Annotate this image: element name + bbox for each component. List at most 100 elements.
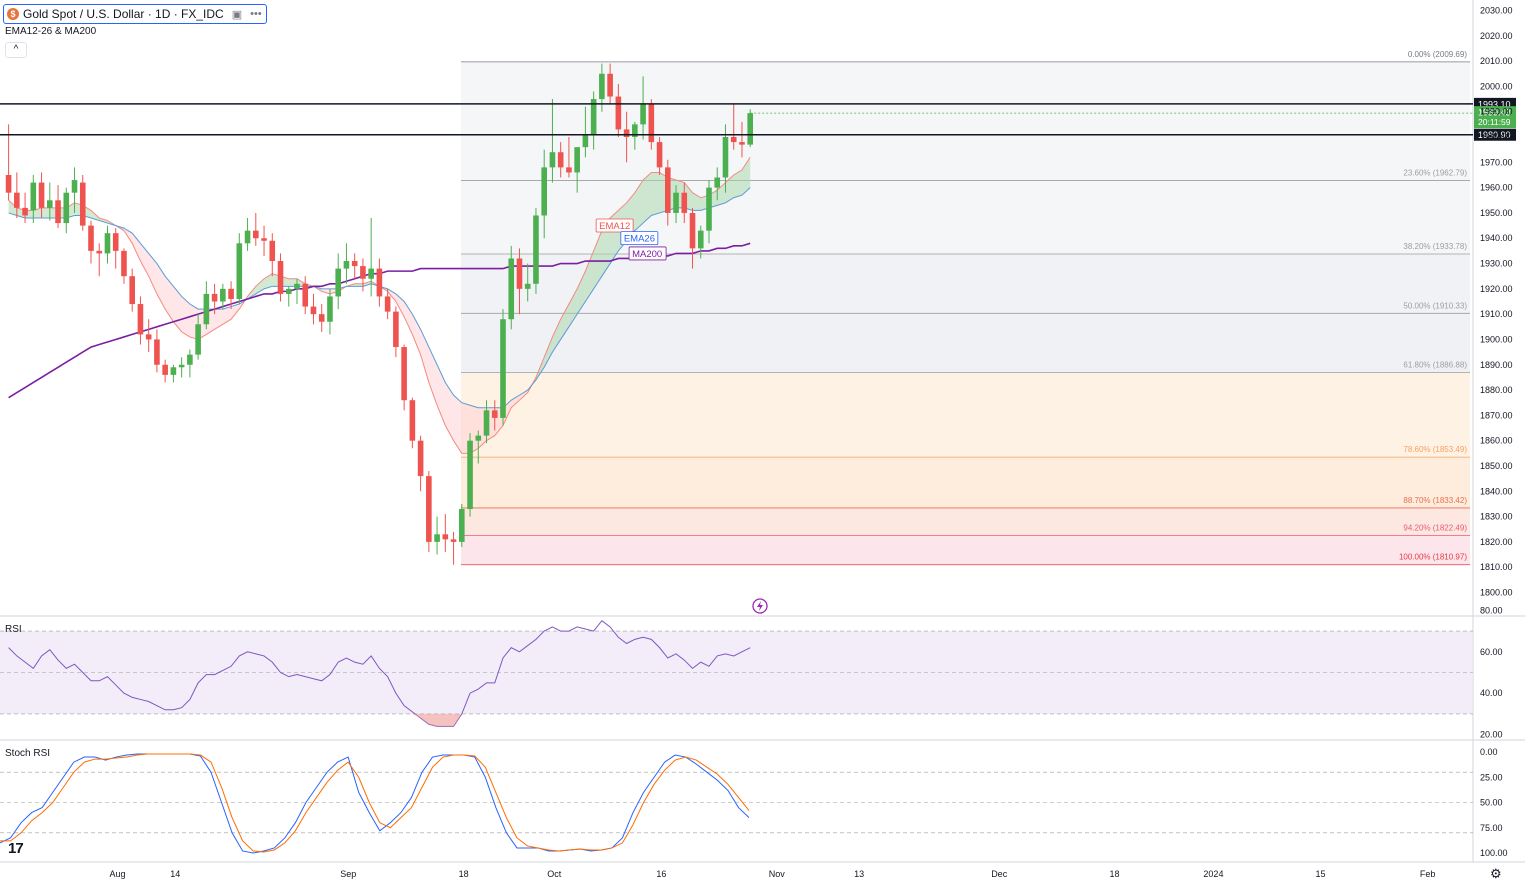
price-tick-label: 1860.00 (1480, 436, 1513, 446)
price-tick-label: 2030.00 (1480, 6, 1513, 16)
stoch-rsi-pane-title[interactable]: Stoch RSI (5, 748, 51, 759)
candle-up (327, 296, 333, 322)
candle-up (170, 367, 177, 375)
candle-up (434, 534, 440, 542)
horizontal-line-price-tag (1474, 128, 1516, 141)
candle-down (442, 534, 449, 540)
price-tick-label: 1910.00 (1480, 309, 1513, 319)
candle-down (409, 400, 416, 441)
ema-cloud-bear (222, 306, 232, 325)
price-tick-label: 1870.00 (1480, 410, 1513, 420)
candle-up (533, 215, 539, 284)
candle-down (269, 240, 276, 262)
ma-labels: EMA12 EMA26 MA200 (595, 218, 667, 261)
ma-label-box (620, 231, 659, 246)
candle-up (71, 180, 78, 193)
candle-up (104, 233, 111, 254)
ema-cloud-bear (412, 314, 421, 355)
ema-cloud-bear (428, 347, 438, 406)
candle-up (599, 73, 605, 100)
time-tick-label: Dec (991, 869, 1008, 879)
ema-cloud-bear (148, 253, 157, 294)
candle-down (491, 410, 498, 418)
tradingview-logo[interactable]: 17 (8, 840, 24, 857)
more-icon[interactable]: ••• (250, 8, 262, 20)
price-axis[interactable] (1473, 0, 1525, 887)
candle-down (211, 293, 218, 302)
fib-band (461, 61, 1470, 181)
ema-cloud-bull (544, 336, 553, 368)
candle-up (524, 283, 531, 289)
ema-cloud-bull (568, 288, 578, 327)
candle-up (722, 137, 729, 178)
symbol-title: Gold Spot / U.S. Dollar · 1D · FX_IDC (23, 7, 224, 21)
candle-up (244, 230, 251, 244)
price-tick-label: 1980.00 (1480, 132, 1513, 142)
collapse-legend-button[interactable]: ^ (5, 42, 27, 58)
time-tick-label: 13 (854, 869, 864, 879)
candle-down (557, 152, 564, 168)
fib-level-label: 94.20% (1822.49) (1403, 524, 1467, 533)
fibonacci-retracement[interactable]: 0.00% (2009.69) 23.60% (1962.79) 38.20% (1… (461, 50, 1470, 566)
ema-cloud-bull (362, 281, 372, 287)
ma-label-box (595, 218, 634, 233)
candle-down (393, 311, 399, 348)
price-tick-label: 1930.00 (1480, 259, 1513, 269)
settings-gear-icon[interactable]: ⚙ (1490, 866, 1502, 881)
stoch-rsi-pane: 100.00 75.00 50.00 25.00 0.00 (0, 747, 1508, 858)
candle-down (129, 276, 135, 305)
candle-down (121, 250, 127, 277)
stoch-tick-label: 100.00 (1480, 848, 1508, 858)
candle-down (656, 142, 663, 168)
candle-up (747, 113, 753, 145)
ema-cloud-bull (577, 271, 586, 315)
candle-down (5, 174, 12, 193)
candle-up (285, 288, 292, 294)
hide-icon[interactable]: ▣ (231, 8, 243, 21)
candle-down (566, 167, 572, 173)
price-tick-label: 1840.00 (1480, 486, 1513, 496)
ema-cloud-bull (585, 250, 594, 302)
candle-down (516, 258, 523, 289)
rsi-line (8, 620, 751, 727)
rsi-pane-title[interactable]: RSI (5, 624, 22, 635)
price-tick-label: 2000.00 (1480, 81, 1513, 91)
ma-label-text: EMA26 (624, 234, 655, 245)
fib-band (461, 457, 1470, 508)
candle-down (730, 137, 737, 143)
candle-down (38, 182, 45, 208)
flash-icon[interactable] (752, 598, 768, 614)
candle-down (426, 476, 432, 542)
ema-cloud-bear (214, 309, 223, 330)
candle-up (187, 354, 193, 365)
candle-up (483, 410, 490, 436)
candle-down (318, 314, 325, 322)
price-axis-labels: 2030.00 2020.00 2010.00 2000.00 1990.00 1980.… (1480, 6, 1513, 598)
time-tick-label: Sep (340, 869, 356, 879)
indicator-legend[interactable]: EMA12-26 & MA200 (5, 26, 97, 37)
ema-cloud-bull (634, 180, 644, 231)
candle-down (22, 207, 28, 216)
fib-band (461, 372, 1470, 458)
last-price-label: 1989.43 (1478, 108, 1511, 118)
candle-up (467, 440, 473, 509)
rsi-pane: 80.00 60.00 40.00 20.00 (0, 605, 1503, 740)
rsi-tick-label: 40.00 (1480, 688, 1503, 698)
candle-up (714, 177, 721, 188)
fib-level-label: 23.60% (1962.79) (1403, 169, 1467, 178)
candle-down (277, 261, 284, 294)
price-tick-label: 1890.00 (1480, 360, 1513, 370)
ema-cloud-bull (33, 207, 42, 218)
ema-cloud-bull (593, 230, 602, 289)
candle-up (706, 187, 712, 231)
symbol-legend[interactable]: $ Gold Spot / U.S. Dollar · 1D · FX_IDC … (3, 4, 267, 24)
price-tick-label: 1970.00 (1480, 157, 1513, 167)
candle-up (335, 268, 341, 297)
ema-cloud-bear (404, 301, 413, 335)
time-axis-labels: Aug14Sep18Oct16Nov13Dec18202415Feb19Mar (110, 869, 1436, 879)
time-tick-label: 16 (656, 869, 666, 879)
candle-down (417, 440, 424, 477)
ema-cloud-bull (725, 174, 734, 203)
